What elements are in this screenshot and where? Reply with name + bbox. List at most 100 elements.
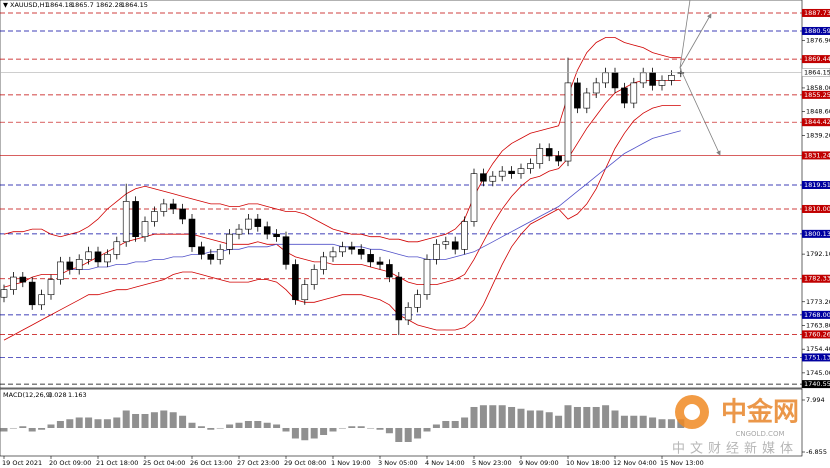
macd-bar [66, 419, 74, 428]
macd-value: 1.028 [48, 391, 67, 399]
macd-bar [273, 424, 281, 428]
level-label: 1819.51 [804, 181, 830, 189]
macd-bar [282, 427, 290, 432]
candle-body [141, 221, 149, 238]
candle-body [357, 249, 365, 255]
candle-body [94, 251, 102, 263]
macd-bar [216, 427, 224, 429]
macd-bar [667, 419, 675, 428]
candle-body [470, 173, 478, 222]
candle-body [517, 168, 525, 174]
macd-bar [630, 415, 638, 428]
macd-bar [536, 410, 544, 428]
main-pane [0, 0, 803, 389]
candle-body [292, 264, 299, 301]
level-label: 1782.33 [804, 275, 830, 283]
candle-body [527, 163, 534, 169]
candle-body [621, 87, 628, 104]
candle-body [376, 261, 384, 265]
level-label: 1855.25 [804, 91, 830, 99]
candle-body [282, 236, 290, 265]
level-label: 1844.42 [804, 118, 830, 126]
candle-body [489, 175, 497, 182]
macd-bar [141, 413, 149, 428]
candle-body [179, 208, 186, 220]
macd-bar [338, 427, 346, 429]
macd-bar [56, 420, 64, 428]
candle-body [160, 203, 168, 212]
arrow [679, 0, 691, 69]
macd-bar [385, 427, 393, 434]
price-label-box [801, 68, 830, 77]
candle-body [320, 256, 327, 270]
level-label: 1880.59 [804, 27, 830, 35]
y-tick-label: 1745.00 [806, 369, 830, 377]
level-label-box [802, 151, 830, 160]
candle-body [47, 279, 55, 296]
candle-body [38, 294, 45, 306]
candle-body [545, 148, 553, 157]
macd-bar [188, 422, 196, 428]
indicator-line [3, 105, 681, 341]
macd-bar [169, 412, 177, 428]
level-label-box [802, 353, 830, 362]
plot-layer: 1876.90 1858.00 1848.60 1839.20 1792.10 1773.… [0, 8, 830, 467]
level-label-box [802, 310, 830, 319]
candle-body [301, 284, 309, 301]
x-tick-label: 25 Oct 04:00 [143, 459, 185, 467]
macd-bar [94, 419, 102, 428]
x-tick-label: 3 Nov 05:00 [378, 459, 418, 467]
candle-body [639, 72, 647, 84]
macd-title: MACD(12,26,9) [3, 391, 52, 399]
ohlc-close: 1864.15 [121, 1, 148, 9]
candle-body [188, 218, 196, 248]
macd-bar [658, 419, 666, 428]
level-label: 1831.24 [804, 151, 830, 159]
level-label: 1810.00 [804, 205, 830, 213]
candle-body [498, 170, 506, 177]
candle-body [564, 82, 572, 162]
level-label-box [802, 274, 830, 283]
candle-body [508, 170, 515, 174]
macd-bar [254, 420, 262, 428]
candle-body [536, 148, 544, 164]
macd-bar [357, 426, 365, 428]
candle-body [235, 228, 243, 235]
candle-body [348, 246, 356, 250]
macd-bar [38, 427, 46, 430]
symbol: XAUUSD,H1 [10, 1, 49, 9]
macd-bar [611, 410, 619, 428]
candle-body [555, 155, 562, 162]
candle-body [451, 241, 459, 250]
candle-body [329, 251, 337, 258]
macd-bar [367, 427, 375, 429]
macd-bar [226, 424, 234, 428]
macd-bar [442, 420, 450, 428]
y-tick-label: 1876.90 [806, 36, 830, 44]
candle-body [395, 276, 403, 321]
level-label-box [802, 380, 830, 389]
level-label: 1800.13 [804, 230, 830, 238]
macd-bar [301, 427, 309, 441]
macd-bar [329, 427, 337, 432]
macd-bar [19, 426, 27, 428]
level-label-box [802, 8, 830, 17]
macd-bar [498, 405, 506, 428]
x-tick-label: 12 Nov 04:00 [613, 459, 657, 467]
candle-body [254, 218, 262, 227]
candle-body [226, 233, 233, 250]
y-tick-label: 1858.00 [806, 84, 830, 92]
candle-body [433, 243, 440, 260]
macd-bar [620, 415, 628, 428]
level-label-box [802, 118, 830, 127]
candle-body [630, 82, 638, 104]
level-label: 1869.44 [804, 55, 830, 63]
y-tick-label: 1792.10 [806, 250, 830, 258]
candle-body [649, 72, 656, 86]
candle-body [592, 82, 600, 94]
macd-bar [423, 427, 431, 432]
ohlc-low: 1862.28 [96, 1, 123, 9]
indicator-line [69, 130, 681, 270]
price-label: 1864.15 [804, 68, 830, 76]
